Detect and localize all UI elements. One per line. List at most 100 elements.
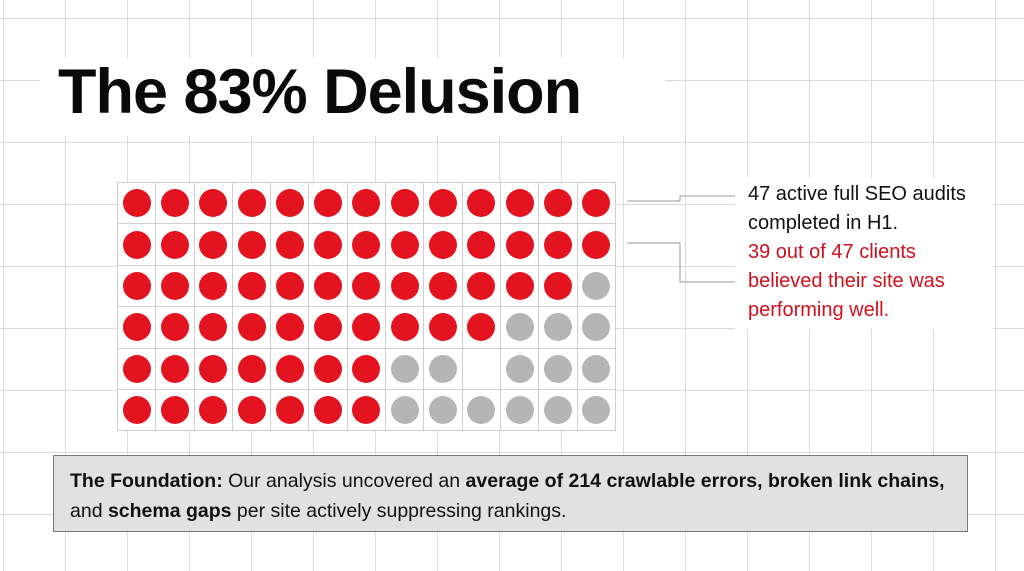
waffle-dot-highlight xyxy=(505,271,534,300)
waffle-cell xyxy=(577,265,616,308)
waffle-dot-highlight xyxy=(582,230,611,259)
waffle-dot-highlight xyxy=(122,396,151,425)
waffle-cell xyxy=(424,183,463,225)
waffle-cell xyxy=(500,183,540,225)
waffle-cell xyxy=(386,224,425,266)
waffle-dot-highlight xyxy=(275,189,304,218)
waffle-dot-highlight xyxy=(390,230,419,259)
waffle-dot-neutral xyxy=(429,354,458,383)
caption-emphasis-2: schema gaps xyxy=(107,500,232,522)
waffle-cell xyxy=(500,389,540,432)
waffle-dot-highlight xyxy=(122,271,151,300)
waffle-cell xyxy=(386,307,425,349)
waffle-cell xyxy=(386,389,425,432)
waffle-cell xyxy=(500,265,540,308)
waffle-chart xyxy=(117,182,616,432)
waffle-dot-neutral xyxy=(582,313,611,342)
waffle-dot-highlight xyxy=(237,396,266,425)
waffle-dot-highlight xyxy=(160,354,189,383)
waffle-dot-highlight xyxy=(543,271,572,300)
waffle-cell xyxy=(577,183,616,225)
waffle-cell xyxy=(194,224,233,266)
waffle-cell xyxy=(500,348,540,390)
waffle-cell xyxy=(232,307,272,349)
waffle-cell xyxy=(347,348,387,390)
waffle-dot-highlight xyxy=(314,354,343,383)
waffle-cell xyxy=(386,348,425,390)
waffle-cell xyxy=(347,265,387,308)
waffle-cell xyxy=(577,348,616,390)
waffle-dot-highlight xyxy=(122,230,151,259)
caption-text-3: per site actively suppressing rankings. xyxy=(231,500,567,522)
waffle-dot-highlight xyxy=(390,313,419,342)
waffle-dot-neutral xyxy=(390,396,419,425)
waffle-cell xyxy=(194,307,233,349)
waffle-cell xyxy=(118,183,157,225)
waffle-cell xyxy=(118,224,157,266)
waffle-dot-highlight xyxy=(199,354,228,383)
waffle-cell xyxy=(309,307,348,349)
waffle-cell xyxy=(118,307,157,349)
waffle-dot-highlight xyxy=(390,271,419,300)
waffle-dot-highlight xyxy=(543,189,572,218)
waffle-dot-highlight xyxy=(199,396,228,425)
waffle-cell xyxy=(462,307,501,349)
waffle-dot-highlight xyxy=(275,313,304,342)
waffle-dot-highlight xyxy=(429,313,458,342)
waffle-dot-highlight xyxy=(352,313,381,342)
waffle-dot-neutral xyxy=(505,396,534,425)
waffle-dot-neutral xyxy=(467,396,496,425)
waffle-cell xyxy=(232,265,272,308)
waffle-dot-highlight xyxy=(314,313,343,342)
waffle-cell xyxy=(539,224,578,266)
waffle-dot-highlight xyxy=(199,189,228,218)
waffle-dot-neutral xyxy=(429,396,458,425)
waffle-dot-highlight xyxy=(237,313,266,342)
waffle-dot-highlight xyxy=(160,396,189,425)
waffle-cell xyxy=(424,348,463,390)
waffle-cell xyxy=(118,389,157,432)
waffle-dot-highlight xyxy=(199,271,228,300)
callout-audits: 47 active full SEO audits completed in H… xyxy=(748,183,966,234)
waffle-dot-neutral xyxy=(505,313,534,342)
waffle-cell xyxy=(156,348,195,390)
waffle-cell xyxy=(309,183,348,225)
waffle-cell xyxy=(347,389,387,432)
waffle-cell xyxy=(386,265,425,308)
waffle-dot-highlight xyxy=(467,271,496,300)
waffle-dot-highlight xyxy=(582,189,611,218)
waffle-dot-neutral xyxy=(543,396,572,425)
waffle-cell xyxy=(577,307,616,349)
waffle-cell xyxy=(386,183,425,225)
caption-lead: The Foundation: xyxy=(70,470,223,492)
waffle-cell xyxy=(194,389,233,432)
waffle-cell xyxy=(118,348,157,390)
waffle-dot-highlight xyxy=(352,396,381,425)
waffle-dot-highlight xyxy=(467,313,496,342)
waffle-cell xyxy=(424,265,463,308)
waffle-cell xyxy=(232,389,272,432)
waffle-cell xyxy=(462,389,501,432)
waffle-dot-highlight xyxy=(275,354,304,383)
waffle-cell xyxy=(539,389,578,432)
waffle-dot-highlight xyxy=(390,189,419,218)
callout-clients: 39 out of 47 clients believed their site… xyxy=(748,241,945,321)
waffle-cell xyxy=(577,389,616,432)
waffle-cell xyxy=(271,224,310,266)
page-title: The 83% Delusion xyxy=(58,57,582,127)
waffle-cell xyxy=(232,183,272,225)
waffle-dot-highlight xyxy=(275,271,304,300)
waffle-dot-highlight xyxy=(314,271,343,300)
waffle-cell xyxy=(539,265,578,308)
waffle-dot-highlight xyxy=(429,271,458,300)
waffle-dot-highlight xyxy=(237,271,266,300)
caption-box: The Foundation: Our analysis uncovered a… xyxy=(53,455,968,532)
waffle-dot-highlight xyxy=(543,230,572,259)
waffle-dot-highlight xyxy=(275,230,304,259)
waffle-cell xyxy=(232,224,272,266)
waffle-cell xyxy=(271,389,310,432)
waffle-cell xyxy=(232,348,272,390)
waffle-cell xyxy=(539,348,578,390)
waffle-cell xyxy=(500,307,540,349)
waffle-cell xyxy=(424,307,463,349)
